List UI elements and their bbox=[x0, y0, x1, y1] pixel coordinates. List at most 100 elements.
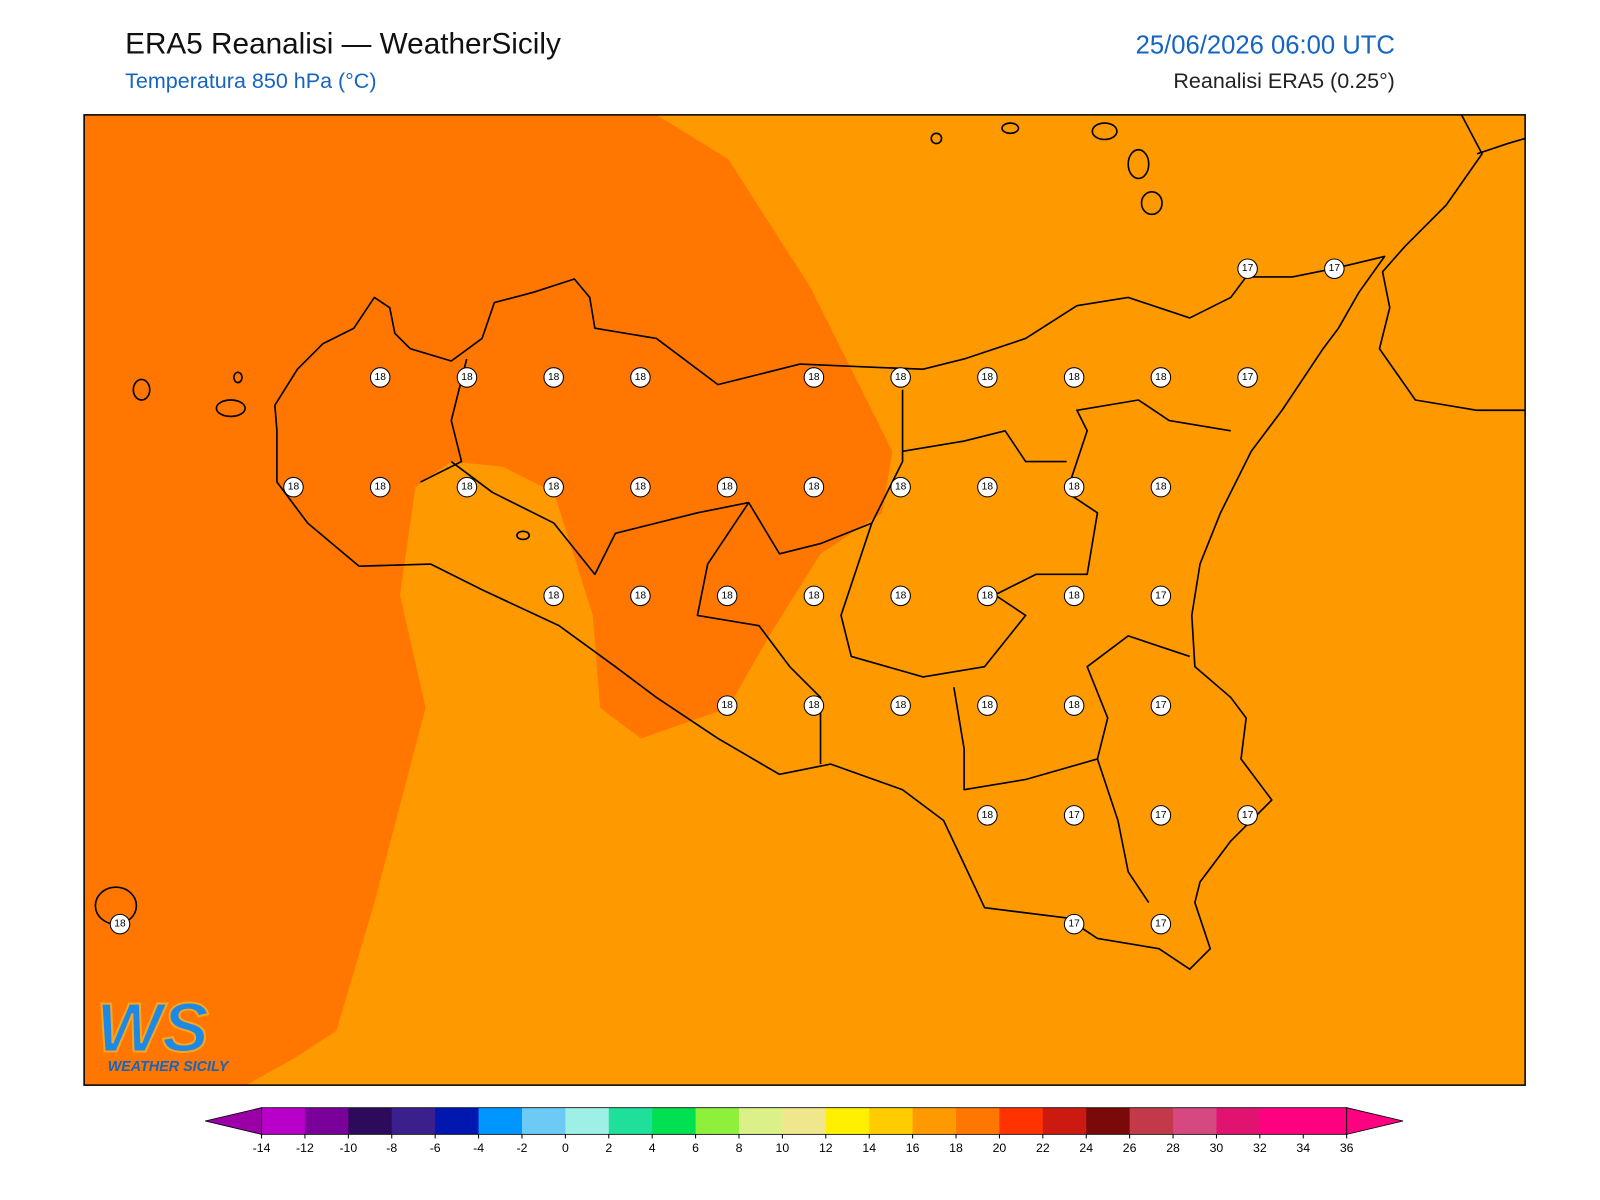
colorbar-tick-label: -10 bbox=[339, 1141, 357, 1155]
colorbar-tick-label: -4 bbox=[473, 1141, 484, 1155]
station-marker bbox=[1150, 367, 1172, 388]
station-marker bbox=[456, 476, 478, 498]
colorbar-tick-label: -2 bbox=[517, 1141, 528, 1155]
station-value: 18 bbox=[808, 372, 820, 383]
map-frame bbox=[83, 114, 1526, 1086]
station-value: 18 bbox=[1155, 482, 1167, 493]
station-marker bbox=[803, 476, 825, 498]
station-value: 18 bbox=[721, 590, 733, 601]
colorbar-tick-label: 26 bbox=[1123, 1141, 1137, 1155]
station-marker bbox=[543, 476, 564, 498]
station-value: 18 bbox=[982, 700, 994, 711]
station-value: 18 bbox=[808, 700, 820, 711]
station-marker bbox=[1150, 476, 1172, 498]
colorbar-tick-label: 6 bbox=[692, 1141, 699, 1155]
colorbar-bin bbox=[1259, 1107, 1304, 1135]
station-marker bbox=[630, 476, 651, 498]
colorbar-bin bbox=[1042, 1107, 1087, 1135]
colorbar-bin bbox=[261, 1107, 306, 1135]
station-marker bbox=[543, 367, 564, 388]
station-marker bbox=[1063, 695, 1085, 716]
station-marker bbox=[369, 476, 391, 498]
colorbar-bin bbox=[478, 1107, 523, 1135]
colorbar-tick-label: -6 bbox=[430, 1141, 441, 1155]
station-value: 18 bbox=[548, 372, 560, 383]
station-marker bbox=[109, 913, 131, 935]
station-value: 18 bbox=[635, 372, 647, 383]
station-marker bbox=[716, 695, 738, 716]
station-value: 18 bbox=[895, 482, 907, 493]
colorbar-tick-label: -14 bbox=[253, 1141, 271, 1155]
colorbar-bin bbox=[391, 1107, 436, 1135]
station-value: 18 bbox=[114, 919, 126, 930]
colorbar-bin bbox=[1173, 1107, 1217, 1135]
map-date: 25/06/2026 06:00 UTC bbox=[1136, 31, 1395, 59]
station-value: 18 bbox=[1068, 372, 1080, 383]
station-marker bbox=[1237, 805, 1258, 826]
colorbar-tick-label: 18 bbox=[949, 1141, 963, 1155]
colorbar-bin bbox=[695, 1107, 740, 1135]
colorbar-tick-label: 12 bbox=[819, 1141, 833, 1155]
colorbar: -14 -12 -10 -8 -6 -4 -2 0 2 4 6 8 10 12 14 16 18 20 22 24 26… bbox=[205, 1107, 1404, 1155]
colorbar-tick-label: 22 bbox=[1036, 1141, 1050, 1155]
station-marker bbox=[977, 585, 998, 607]
station-value: 18 bbox=[721, 700, 733, 711]
station-marker bbox=[1150, 695, 1172, 716]
station-marker bbox=[1150, 913, 1172, 935]
colorbar-bin bbox=[782, 1107, 827, 1135]
station-value: 18 bbox=[895, 590, 907, 601]
station-marker bbox=[1150, 805, 1172, 826]
colorbar-tick-label: 20 bbox=[993, 1141, 1007, 1155]
colorbar-tick-label: 14 bbox=[862, 1141, 876, 1155]
colorbar-bin bbox=[652, 1107, 697, 1135]
station-value: 18 bbox=[721, 482, 733, 493]
colorbar-tick-label: 28 bbox=[1166, 1141, 1180, 1155]
colorbar-tick-label: 30 bbox=[1210, 1141, 1224, 1155]
station-value: 17 bbox=[1155, 590, 1167, 601]
colorbar-tick-label: 2 bbox=[605, 1141, 612, 1155]
colorbar-tick-label: 34 bbox=[1296, 1141, 1310, 1155]
station-marker bbox=[803, 695, 825, 716]
station-marker bbox=[890, 476, 911, 498]
station-value: 17 bbox=[1155, 700, 1167, 711]
station-marker bbox=[890, 695, 911, 716]
colorbar-tick-label: -8 bbox=[386, 1141, 397, 1155]
station-marker bbox=[977, 367, 998, 388]
station-marker bbox=[369, 367, 391, 388]
station-marker bbox=[977, 476, 998, 498]
station-value: 18 bbox=[461, 482, 473, 493]
station-marker bbox=[1324, 258, 1345, 279]
station-value: 18 bbox=[895, 700, 907, 711]
station-marker bbox=[1237, 367, 1258, 388]
station-marker bbox=[890, 367, 911, 388]
station-value: 18 bbox=[808, 590, 820, 601]
coastline-calabria bbox=[1378, 114, 1526, 412]
station-value: 17 bbox=[1242, 810, 1254, 821]
station-value: 18 bbox=[548, 482, 560, 493]
station-marker bbox=[1063, 367, 1085, 388]
station-value: 18 bbox=[461, 372, 473, 383]
colorbar-bin bbox=[565, 1107, 610, 1135]
internal-boundaries bbox=[420, 358, 1231, 904]
colorbar-over bbox=[1346, 1107, 1404, 1135]
station-marker bbox=[456, 367, 478, 388]
station-marker bbox=[716, 476, 738, 498]
station-value: 18 bbox=[1155, 372, 1167, 383]
colorbar-bin bbox=[348, 1107, 393, 1135]
colorbar-tick-label: 0 bbox=[562, 1141, 569, 1155]
station-marker bbox=[1063, 805, 1085, 826]
colorbar-bin bbox=[304, 1107, 349, 1135]
station-marker bbox=[1063, 913, 1085, 935]
colorbar-bin bbox=[521, 1107, 566, 1135]
station-value: 17 bbox=[1068, 810, 1080, 821]
station-marker bbox=[630, 585, 651, 607]
station-value: 18 bbox=[1068, 482, 1080, 493]
map-area: 17 17 18 18 18 18 18 18 18 18 18 17 18 18 18 18 18 18 18 18… bbox=[84, 114, 1526, 1086]
map-title: ERA5 Reanalisi — WeatherSicily bbox=[125, 27, 561, 60]
colorbar-bin bbox=[1086, 1107, 1131, 1135]
logo-mark: WS bbox=[96, 988, 208, 1066]
station-value: 18 bbox=[1068, 590, 1080, 601]
colorbar-outline bbox=[261, 1107, 1348, 1135]
station-value: 18 bbox=[288, 482, 300, 493]
